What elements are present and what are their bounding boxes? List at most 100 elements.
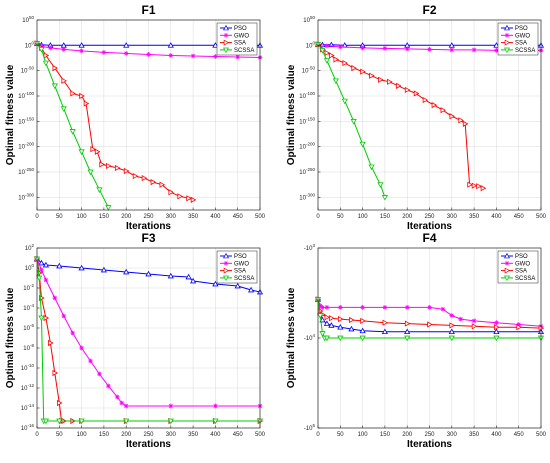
data-point xyxy=(141,175,148,182)
data-point xyxy=(427,321,433,328)
data-point xyxy=(387,78,393,85)
data-point xyxy=(78,264,85,271)
legend-marker xyxy=(504,24,510,31)
data-point xyxy=(70,90,76,97)
data-point xyxy=(333,56,340,63)
tick-label: 1050 xyxy=(22,15,34,24)
tick-label: 100 xyxy=(77,432,88,438)
data-point xyxy=(97,371,102,377)
data-point xyxy=(235,54,241,60)
data-point xyxy=(123,51,129,56)
data-point xyxy=(348,325,355,332)
data-point xyxy=(449,322,456,329)
data-point xyxy=(106,162,112,169)
data-point xyxy=(329,52,335,59)
data-point xyxy=(324,49,331,57)
tick-label: 102 xyxy=(25,243,35,252)
tick-label: 10-100 xyxy=(18,91,34,100)
y-axis-label: Optimal fitness value xyxy=(286,287,297,388)
data-point xyxy=(359,327,366,334)
tick-label: 150 xyxy=(99,432,110,438)
y-axis-label: Optimal fitness value xyxy=(5,64,16,165)
tick-label: 300 xyxy=(447,214,458,220)
legend-label: SSA xyxy=(515,41,527,47)
data-point xyxy=(52,295,58,301)
tick-label: 100 xyxy=(25,263,35,272)
data-point xyxy=(213,403,218,409)
x-axis-label: Iterations xyxy=(407,439,452,450)
data-point xyxy=(213,54,218,59)
data-point xyxy=(114,394,120,400)
data-point xyxy=(212,42,219,48)
data-point xyxy=(36,275,43,282)
data-point xyxy=(83,100,90,107)
data-point xyxy=(87,169,94,176)
chart-panel-f1: 0 50 100 150 200 250 300 350 400 450 500 1050 100 10-… xyxy=(5,3,266,232)
data-point xyxy=(323,335,330,342)
data-point xyxy=(360,45,365,51)
data-point xyxy=(132,172,139,180)
data-point xyxy=(404,46,410,52)
legend-marker xyxy=(223,275,229,282)
series-pso xyxy=(33,255,264,295)
series-scssa xyxy=(314,296,545,342)
data-point xyxy=(167,418,174,425)
data-point xyxy=(381,328,388,335)
data-point xyxy=(90,146,96,153)
legend-marker xyxy=(223,252,229,259)
series-line-gwo xyxy=(36,258,260,407)
ticks xyxy=(317,247,542,429)
data-point xyxy=(52,369,59,377)
tick-label: 10-50 xyxy=(302,66,316,75)
data-point xyxy=(458,316,464,322)
tick-label: 200 xyxy=(121,432,132,438)
data-point xyxy=(78,418,85,425)
data-point xyxy=(404,328,411,335)
data-point xyxy=(61,46,67,52)
tick-label: 10-4 xyxy=(23,303,34,312)
tick-label: 10-150 xyxy=(18,116,34,125)
data-point xyxy=(382,45,388,51)
data-point xyxy=(449,113,456,120)
data-point xyxy=(96,187,103,193)
data-point xyxy=(42,418,49,425)
data-point xyxy=(78,149,85,155)
data-point xyxy=(480,185,487,192)
tick-label: 10-150 xyxy=(299,116,315,125)
tick-label: 150 xyxy=(380,432,391,438)
tick-label: 50 xyxy=(56,214,63,220)
data-point xyxy=(427,46,432,52)
data-point xyxy=(123,167,130,175)
data-point xyxy=(47,45,53,51)
tick-label: 350 xyxy=(469,432,480,438)
series-ssa xyxy=(34,40,197,203)
data-point xyxy=(377,182,384,188)
data-point xyxy=(323,320,330,326)
data-point xyxy=(427,305,432,310)
tick-label: 10-8 xyxy=(23,343,34,352)
legend-marker xyxy=(504,39,511,46)
data-point xyxy=(56,399,63,407)
data-point xyxy=(493,335,500,342)
tick-label: 10-300 xyxy=(18,192,34,201)
data-point xyxy=(471,323,478,330)
data-point xyxy=(337,335,344,342)
data-point xyxy=(38,47,45,53)
data-point xyxy=(79,48,84,54)
tick-label: 250 xyxy=(424,214,435,220)
data-point xyxy=(382,305,388,310)
data-point xyxy=(185,273,192,280)
data-point xyxy=(38,259,45,266)
tick-label: 10-250 xyxy=(18,167,34,176)
data-point xyxy=(78,42,85,48)
legend-label: PSO xyxy=(515,26,528,32)
tick-label: 100 xyxy=(358,214,369,220)
data-point xyxy=(337,44,343,50)
data-point xyxy=(471,318,477,324)
legend-marker xyxy=(504,32,510,38)
data-point xyxy=(100,266,107,273)
tick-label: 100 xyxy=(77,214,88,220)
data-point xyxy=(42,261,49,268)
